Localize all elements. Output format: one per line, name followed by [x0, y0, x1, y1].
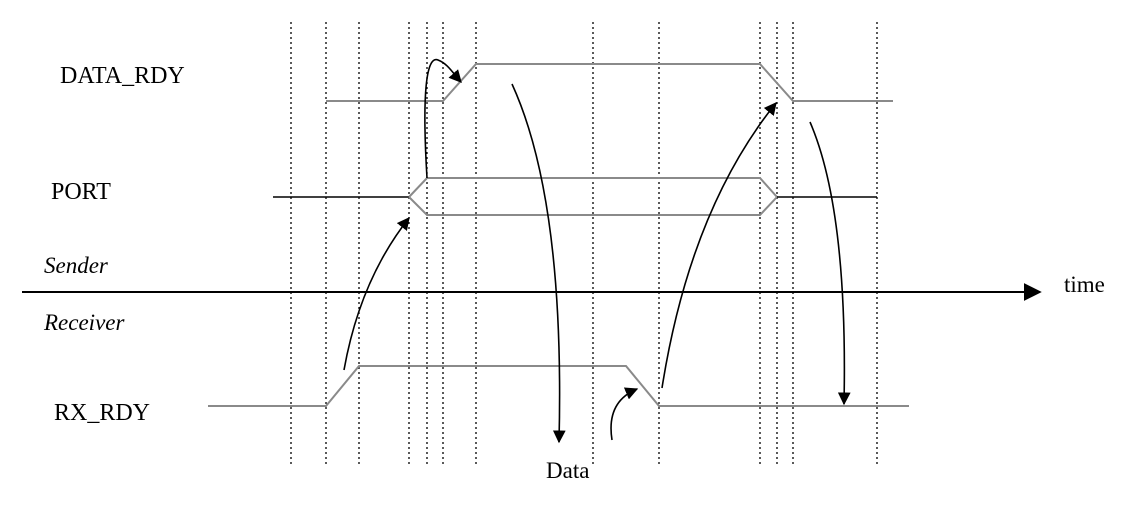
receiver-label: Receiver	[43, 310, 125, 335]
arrow-data-rdy-to-data	[511, 83, 566, 444]
port-label: PORT	[51, 179, 111, 205]
port-waveform	[273, 177, 877, 216]
arrow-rx-rdy-to-port	[343, 216, 410, 371]
data-rdy-waveform	[326, 63, 893, 102]
arrow-data-rdy-to-rx-rdy	[809, 121, 851, 406]
sender-label: Sender	[44, 253, 109, 278]
causality-arrows	[343, 58, 851, 444]
arrow-rx-rdy-to-data-rdy	[661, 102, 777, 389]
port-bus-upper	[408, 177, 778, 198]
port-bus-lower	[408, 196, 778, 216]
arrow-data-to-rx-rdy	[610, 387, 639, 441]
time-axis-label: time	[1064, 272, 1105, 297]
arrow-port-to-data-rdy	[424, 58, 462, 179]
data-label: Data	[546, 458, 589, 483]
rx-rdy-label: RX_RDY	[54, 400, 150, 426]
timing-gridlines	[290, 22, 878, 464]
rx-rdy-waveform	[208, 365, 909, 407]
data-rdy-label: DATA_RDY	[60, 63, 185, 89]
